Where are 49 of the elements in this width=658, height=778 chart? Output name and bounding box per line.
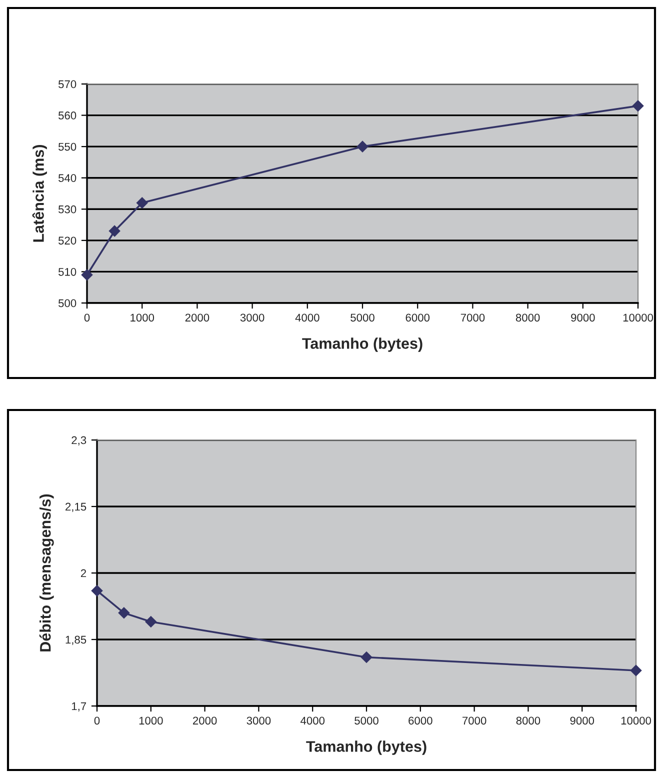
point	[91, 585, 103, 596]
x-tick-label: 4000	[300, 716, 325, 725]
y-tick-label: 550	[58, 142, 76, 151]
x-tick-label: 6000	[408, 716, 432, 725]
point	[81, 269, 93, 280]
x-tick-label: 3000	[240, 314, 264, 322]
x-tick-label: 9000	[571, 314, 595, 322]
y-tick-label: 560	[58, 112, 76, 120]
x-tick-label: 10000	[623, 314, 654, 322]
x-tick-label: 1000	[130, 314, 154, 322]
x-axis-title: Tamanho (bytes)	[302, 338, 422, 352]
point	[360, 652, 372, 663]
y-tick-label: 2,3	[72, 436, 86, 446]
y-tick-label: 500	[58, 299, 76, 308]
point	[108, 225, 120, 237]
y-tick-label: 540	[58, 174, 76, 182]
point	[632, 100, 644, 112]
y-tick-label: 2,15	[66, 502, 86, 512]
x-tick-label: 5000	[354, 716, 378, 725]
x-tick-label: 2000	[185, 314, 210, 322]
x-tick-label: 1000	[139, 716, 163, 725]
y-tick-label: 530	[58, 205, 76, 214]
x-tick-label: 7000	[462, 716, 486, 725]
x-tick-label: 4000	[295, 314, 320, 322]
x-tick-label: 9000	[570, 716, 594, 725]
x-tick-label: 0	[94, 716, 100, 725]
y-tick-label: 1,7	[72, 702, 86, 712]
y-tick-label: 570	[58, 80, 76, 88]
point	[118, 607, 130, 619]
x-tick-label: 3000	[246, 716, 271, 725]
y-axis-title: Latência (ms)	[32, 145, 47, 242]
x-tick-label: 8000	[516, 314, 540, 322]
x-tick-label: 2000	[193, 716, 217, 725]
x-tick-label: 7000	[460, 314, 485, 322]
x-tick-label: 5000	[350, 314, 374, 322]
y-tick-label: 520	[58, 236, 76, 245]
x-axis-title: Tamanho (bytes)	[306, 740, 426, 755]
y-tick-label: 510	[58, 268, 76, 276]
y-tick-label: 1,85	[66, 636, 86, 645]
point	[630, 664, 642, 676]
point	[356, 140, 368, 152]
x-tick-label: 0	[84, 314, 90, 322]
x-tick-label: 10000	[621, 716, 652, 725]
y-axis-title: Débito (mensagens/s)	[39, 494, 54, 652]
y-tick-label: 2	[80, 569, 86, 578]
point	[136, 197, 148, 208]
point	[145, 616, 157, 628]
x-tick-label: 6000	[406, 314, 430, 322]
x-tick-label: 8000	[516, 716, 540, 725]
